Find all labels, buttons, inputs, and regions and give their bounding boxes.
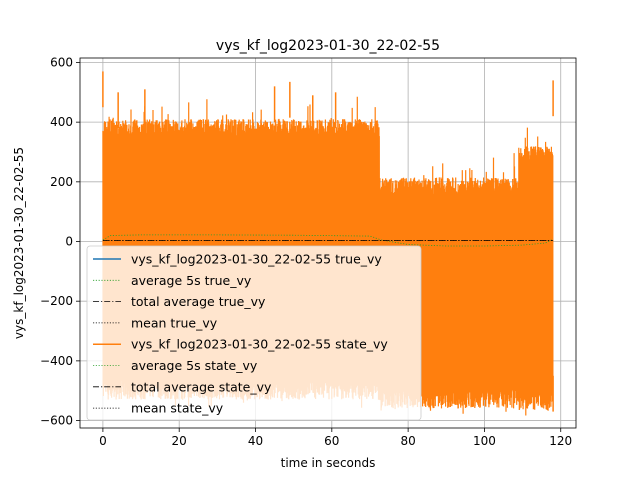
y-tick-label: 600 bbox=[50, 55, 73, 69]
x-tick-label: 100 bbox=[473, 434, 496, 448]
x-tick-label: 40 bbox=[248, 434, 263, 448]
legend-label: total average state_vy bbox=[131, 379, 272, 394]
legend-label: total average true_vy bbox=[131, 294, 266, 309]
legend-label: mean true_vy bbox=[131, 315, 218, 330]
y-tick-label: 200 bbox=[50, 175, 73, 189]
series-line-average-5s-state-vy bbox=[102, 234, 554, 247]
y-axis-label: vys_kf_log2023-01-30_22-02-55 bbox=[12, 147, 26, 339]
x-tick-label: 20 bbox=[172, 434, 187, 448]
legend-label: vys_kf_log2023-01-30_22-02-55 state_vy bbox=[131, 337, 388, 352]
legend-label: vys_kf_log2023-01-30_22-02-55 true_vy bbox=[131, 252, 382, 267]
legend-label: mean state_vy bbox=[131, 401, 224, 416]
y-tick-label: 400 bbox=[50, 115, 73, 129]
x-tick-label: 0 bbox=[99, 434, 107, 448]
y-axis-ticks: −600 −400 −200 0 200 400 600 bbox=[40, 55, 80, 428]
legend-box bbox=[86, 245, 422, 421]
y-tick-label: −600 bbox=[40, 414, 73, 428]
axes-frame bbox=[79, 57, 577, 429]
y-tick-label: 0 bbox=[65, 235, 73, 249]
x-tick-label: 80 bbox=[400, 434, 415, 448]
x-axis-ticks: 0 20 40 60 80 100 120 bbox=[99, 428, 572, 448]
legend-label: average 5s state_vy bbox=[131, 358, 258, 373]
legend-label: average 5s true_vy bbox=[131, 273, 252, 288]
y-tick-label: −200 bbox=[40, 294, 73, 308]
y-tick-label: −400 bbox=[40, 354, 73, 368]
x-tick-label: 120 bbox=[549, 434, 572, 448]
x-axis-label: time in seconds bbox=[281, 456, 376, 470]
legend: vys_kf_log2023-01-30_22-02-55 true_vyave… bbox=[86, 245, 422, 421]
chart-title: vys_kf_log2023-01-30_22-02-55 bbox=[216, 38, 440, 54]
x-tick-label: 60 bbox=[324, 434, 339, 448]
